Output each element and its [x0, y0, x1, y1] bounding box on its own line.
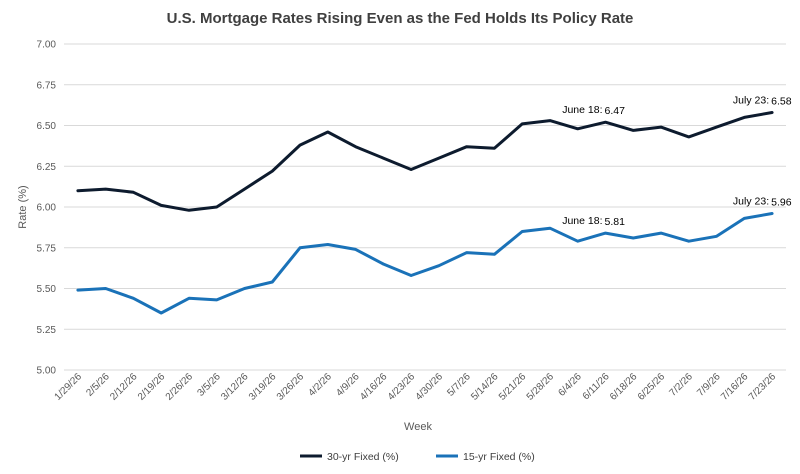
y-tick-label: 6.25 [37, 162, 57, 173]
x-tick-label: 4/16/26 [358, 371, 390, 403]
x-axis-label: Week [404, 421, 432, 433]
x-tick-label: 7/2/26 [667, 371, 695, 399]
x-tick-label: 4/23/26 [386, 371, 418, 403]
y-axis-ticks: 5.00 5.25 5.50 5.75 6.00 6.25 6.50 6.75 7.00 [37, 40, 57, 377]
x-tick-label: 4/30/26 [414, 371, 446, 403]
annotation-label: July 23: [733, 196, 769, 208]
x-tick-label: 5/28/26 [525, 371, 557, 403]
y-tick-label: 6.50 [37, 121, 57, 132]
y-tick-label: 5.50 [37, 284, 57, 295]
x-tick-label: 5/14/26 [469, 371, 501, 403]
x-tick-label: 2/19/26 [136, 371, 168, 403]
y-tick-label: 6.00 [37, 203, 57, 214]
legend-label: 15-yr Fixed (%) [463, 451, 535, 463]
chart-title: U.S. Mortgage Rates Rising Even as the F… [167, 10, 634, 27]
annotation-label: June 18: [562, 215, 602, 227]
y-tick-label: 5.25 [37, 325, 57, 336]
x-tick-label: 2/12/26 [108, 371, 140, 403]
annotation-value: 5.81 [605, 216, 626, 228]
x-tick-label: 6/11/26 [581, 371, 612, 402]
y-tick-label: 7.00 [37, 40, 57, 51]
annotation-label: June 18: [562, 104, 602, 116]
legend: 30-yr Fixed (%) 15-yr Fixed (%) [300, 451, 535, 463]
x-tick-label: 7/23/26 [747, 371, 779, 403]
x-tick-label: 6/25/26 [636, 371, 668, 403]
gridlines [64, 43, 786, 371]
annotation-value: 6.47 [605, 105, 626, 117]
x-tick-label: 3/12/26 [219, 371, 251, 403]
annotation-value: 6.58 [771, 95, 792, 107]
x-tick-label: 3/26/26 [275, 371, 307, 403]
series-line-0 [76, 111, 774, 212]
x-axis-ticks: 1/29/26 2/5/262/12/262/19/262/26/26 3/5/26… [53, 371, 779, 403]
annotation-label: July 23: [733, 94, 769, 106]
x-tick-label: 6/18/26 [608, 371, 640, 403]
y-tick-label: 5.00 [37, 366, 57, 377]
series-lines [76, 111, 774, 315]
legend-label: 30-yr Fixed (%) [327, 451, 399, 463]
annotation-value: 5.96 [771, 197, 792, 209]
x-tick-label: 2/26/26 [164, 371, 196, 403]
x-tick-label: 5/21/26 [497, 371, 529, 403]
y-axis-label: Rate (%) [17, 185, 29, 228]
x-tick-label: 4/2/26 [306, 371, 334, 399]
x-tick-label: 1/29/26 [53, 371, 85, 403]
y-tick-label: 5.75 [37, 243, 57, 254]
y-tick-label: 6.75 [37, 80, 57, 91]
series-line-1 [76, 212, 774, 315]
x-tick-label: 3/19/26 [247, 371, 279, 403]
x-tick-label: 7/16/26 [719, 371, 751, 403]
